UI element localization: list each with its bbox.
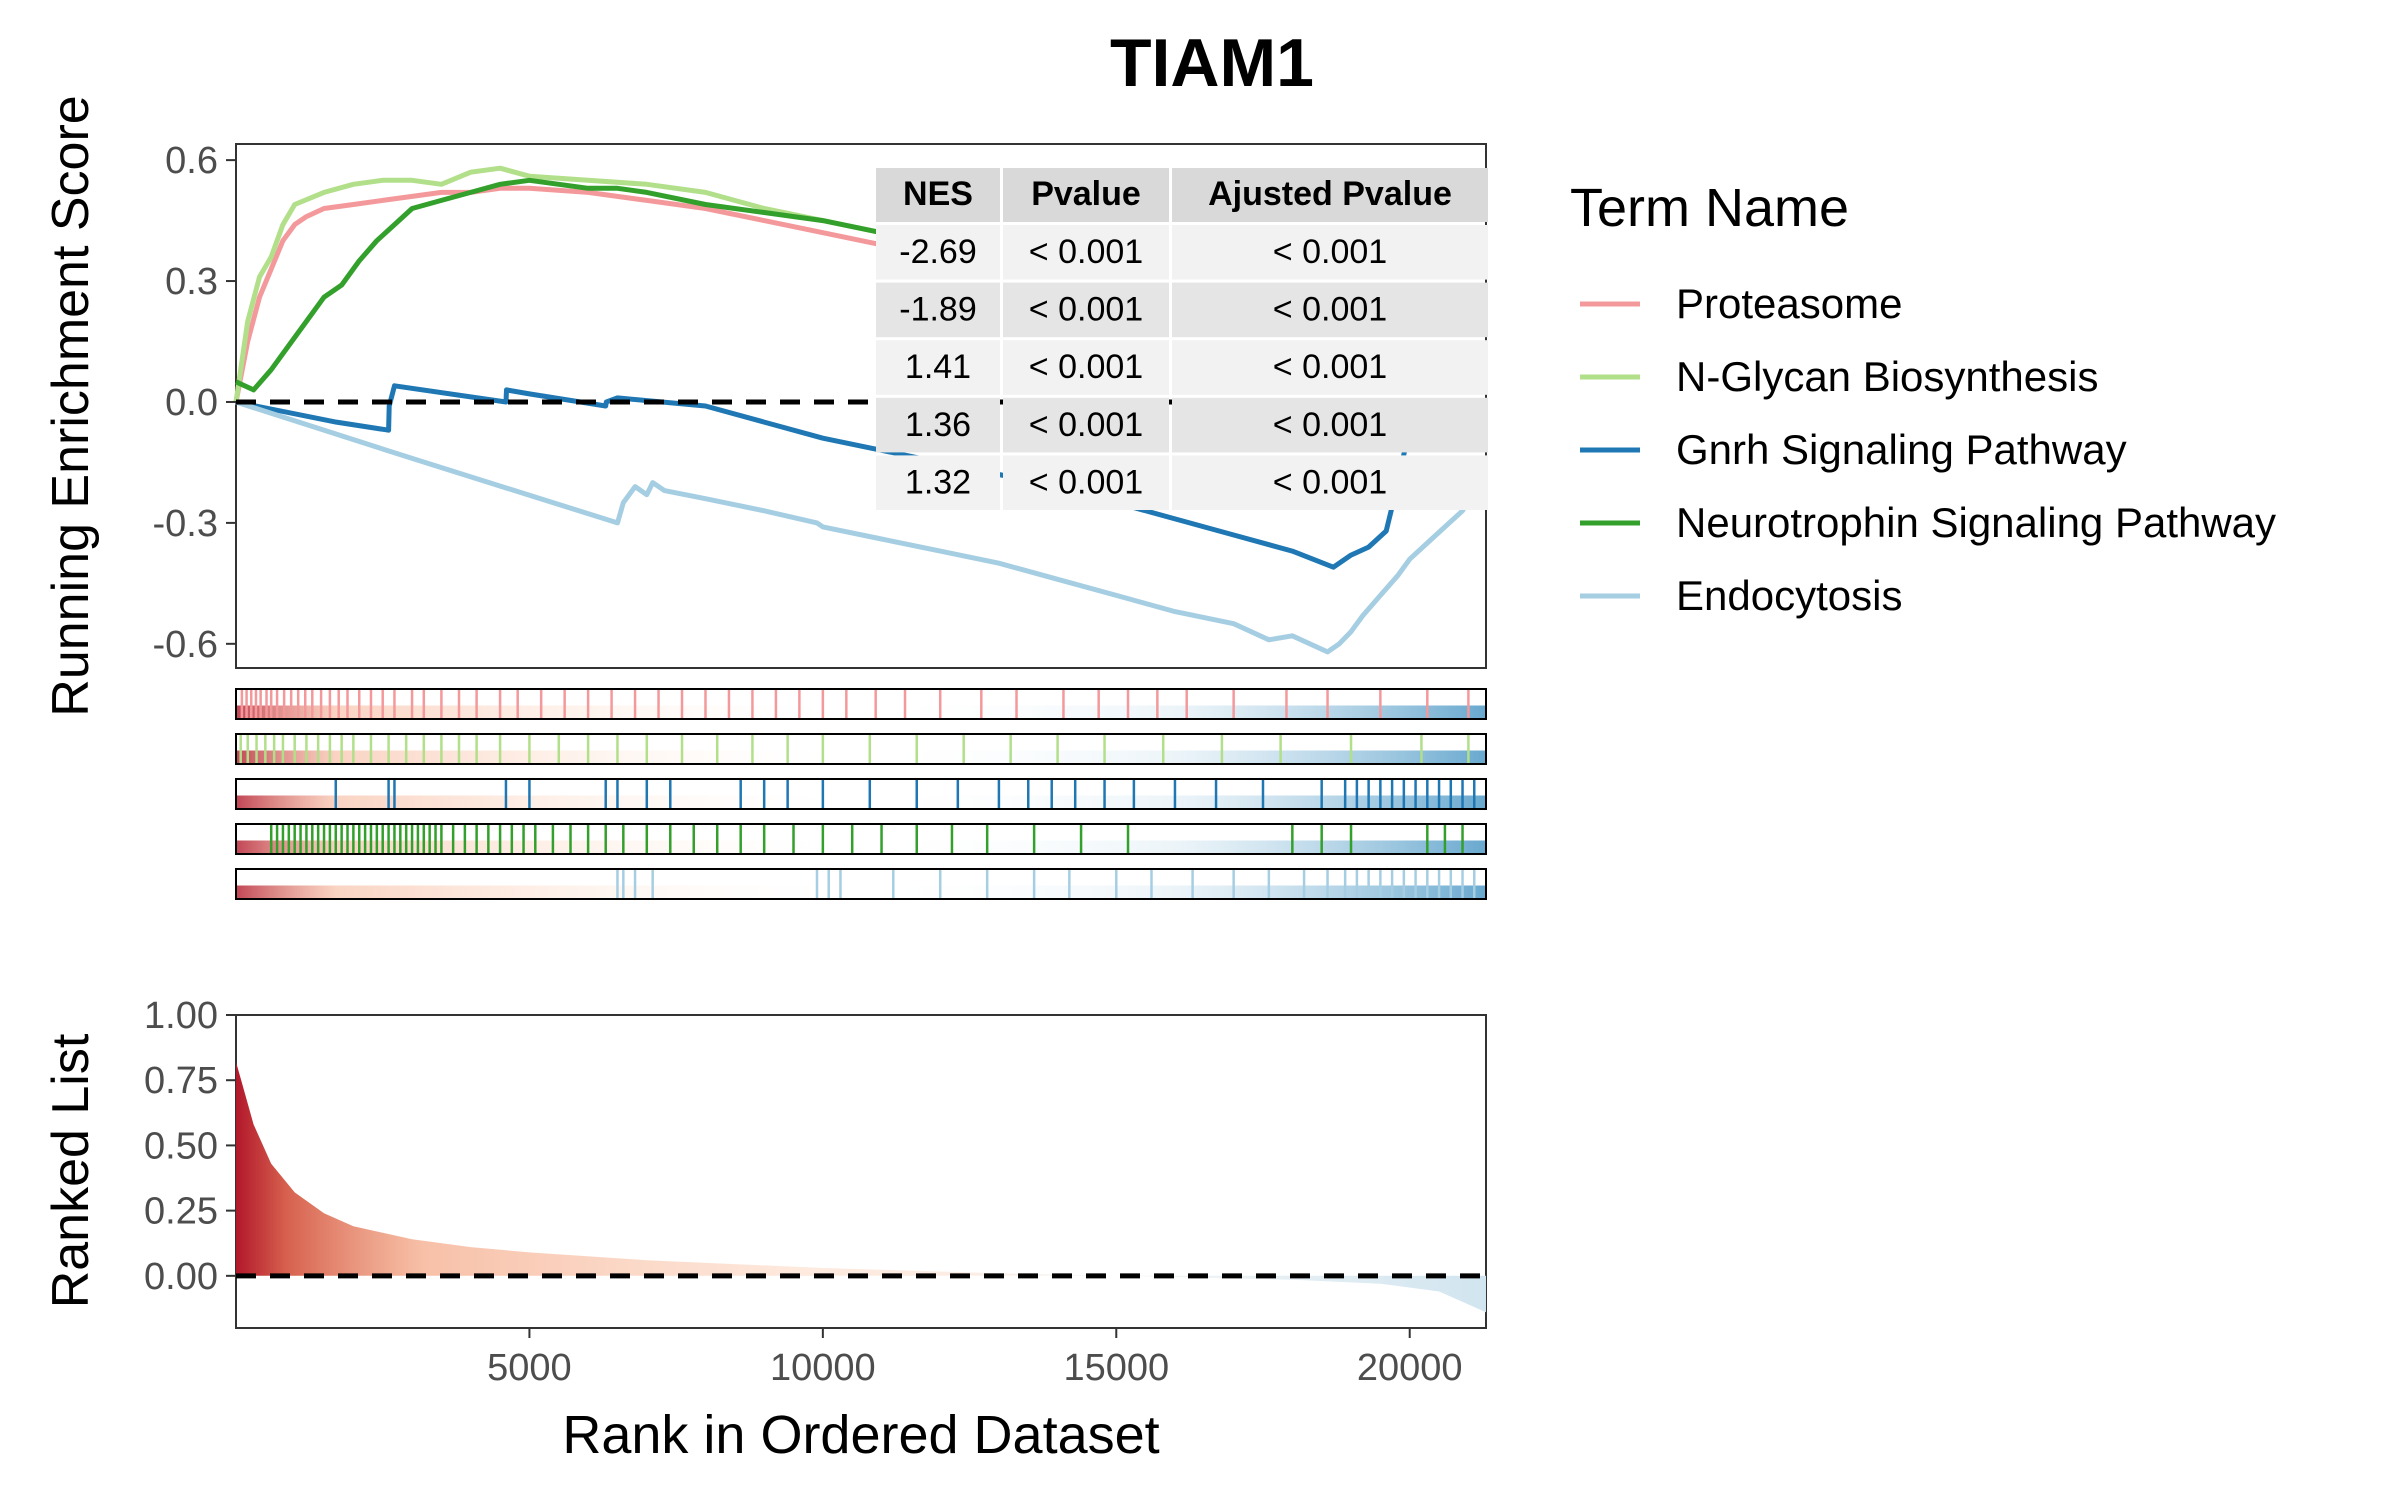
stats-table: NES Pvalue Ajusted Pvalue -2.69 < 0.001 < 0.0…	[876, 168, 1488, 510]
legend-label: Gnrh Signaling Pathway	[1676, 426, 2127, 473]
es-y-tick-label: 0.3	[165, 261, 218, 303]
table-cell-bg	[1172, 282, 1488, 338]
table-cell-bg	[876, 455, 1000, 510]
table-header-pvalue: Pvalue	[1031, 175, 1141, 213]
hit-strip-rank-bar	[236, 750, 1486, 764]
hit-strip-proteasome	[235, 688, 1487, 720]
hit-strip-gnrh-signaling-pathway	[235, 778, 1487, 810]
table-header-cell	[876, 168, 1000, 222]
es-y-tick-label: 0.0	[165, 382, 218, 424]
hit-strips	[235, 688, 1487, 900]
table-cell: < 0.001	[1273, 463, 1387, 501]
legend-title: Term Name	[1570, 178, 1849, 238]
hit-strip-rank-bar	[236, 885, 1486, 899]
table-cell: -1.89	[899, 291, 977, 329]
es-line-endocytosis	[235, 399, 1477, 655]
table-cell: < 0.001	[1029, 233, 1143, 271]
chart-title: TIAM1	[1110, 25, 1314, 101]
table-cell-bg	[1003, 282, 1169, 338]
table-header-cell	[1172, 168, 1488, 222]
table-cell-bg	[1003, 455, 1169, 510]
legend-item-endocytosis: Endocytosis	[1580, 572, 1902, 619]
legend-item-gnrh-signaling-pathway: Gnrh Signaling Pathway	[1580, 426, 2127, 473]
table-cell-bg	[1172, 455, 1488, 510]
ranked-y-tick-label: 0.25	[144, 1191, 218, 1233]
table-cell-bg	[1003, 340, 1169, 395]
x-tick-label: 20000	[1357, 1347, 1463, 1389]
legend-label: N-Glycan Biosynthesis	[1676, 353, 2098, 400]
legend-label: Endocytosis	[1676, 572, 1902, 619]
hit-strip-neurotrophin-signaling-pathway	[235, 823, 1487, 855]
legend-item-proteasome: Proteasome	[1580, 280, 1902, 327]
ranked-y-tick-label: 0.00	[144, 1256, 218, 1298]
table-cell-bg	[1003, 225, 1169, 280]
es-y-tick-label: 0.6	[165, 140, 218, 182]
table-cell-bg	[1003, 397, 1169, 453]
es-y-tick-label: -0.3	[153, 503, 218, 545]
hit-strip-frame	[235, 688, 1487, 720]
hit-strip-rank-bar	[236, 705, 1486, 719]
table-cell: -2.69	[899, 233, 977, 271]
table-header-nes: NES	[903, 175, 973, 213]
x-tick-label: 15000	[1063, 1347, 1169, 1389]
table-cell: < 0.001	[1029, 291, 1143, 329]
table-cell: < 0.001	[1273, 291, 1387, 329]
legend-label: Neurotrophin Signaling Pathway	[1676, 499, 2276, 546]
table-header-ajusted-pvalue: Ajusted Pvalue	[1208, 175, 1452, 213]
ranked-y-tick-label: 1.00	[144, 995, 218, 1037]
hit-strip-frame	[235, 733, 1487, 765]
ranked-list-y-axis-label: Ranked List	[42, 1033, 100, 1308]
table-cell: 1.36	[905, 406, 971, 444]
es-y-axis: -0.6 -0.3 0.0 0.3 0.6	[153, 140, 236, 666]
es-line-neurotrophin-signaling-pathway	[234, 177, 883, 393]
es-y-axis-label: Running Enrichment Score	[42, 95, 100, 716]
x-tick-label: 5000	[487, 1347, 572, 1389]
table-cell: 1.41	[905, 348, 971, 386]
table-cell: 1.32	[905, 463, 971, 501]
table-cell-bg	[1172, 225, 1488, 280]
x-tick-label: 10000	[770, 1347, 876, 1389]
table-cell-bg	[1172, 340, 1488, 395]
hit-strip-rank-bar	[236, 795, 1486, 809]
x-axis: 5000 10000 15000 20000	[487, 1328, 1463, 1389]
es-y-tick-label: -0.6	[153, 624, 218, 666]
es-line-n-glycan-biosynthesis	[233, 165, 883, 403]
es-line-proteasome	[233, 185, 941, 403]
table-cell: < 0.001	[1273, 348, 1387, 386]
hit-strip-frame	[235, 778, 1487, 810]
legend-item-neurotrophin-signaling-pathway: Neurotrophin Signaling Pathway	[1580, 499, 2276, 546]
table-cell: < 0.001	[1273, 233, 1387, 271]
hit-strip-endocytosis	[235, 868, 1487, 900]
x-axis-label: Rank in Ordered Dataset	[562, 1405, 1159, 1465]
es-series-lines	[233, 165, 1477, 655]
table-cell-bg	[876, 282, 1000, 338]
table-cell-bg	[876, 225, 1000, 280]
table-cell: < 0.001	[1029, 348, 1143, 386]
legend-item-n-glycan-biosynthesis: N-Glycan Biosynthesis	[1580, 353, 2098, 400]
table-cell: < 0.001	[1029, 463, 1143, 501]
ranked-y-tick-label: 0.75	[144, 1060, 218, 1102]
legend: Term Name Proteasome N-Glycan Biosynthesi…	[1570, 178, 2276, 619]
table-cell: < 0.001	[1273, 406, 1387, 444]
table-cell-bg	[876, 340, 1000, 395]
table-cell-bg	[1172, 397, 1488, 453]
table-header-cell	[1003, 168, 1169, 222]
es-line-gnrh-signaling-pathway	[235, 383, 1413, 570]
hit-strip-frame	[235, 868, 1487, 900]
hit-strip-rank-bar	[236, 840, 1486, 854]
hit-strip-frame	[235, 823, 1487, 855]
ranked-list-panel: 0.00 0.25 0.50 0.75 1.00 5000 10000 15000 20000	[144, 995, 1487, 1389]
ranked-list-frame	[235, 1014, 1487, 1329]
ranked-list-y-axis: 0.00 0.25 0.50 0.75 1.00	[144, 995, 236, 1298]
legend-label: Proteasome	[1676, 280, 1902, 327]
hit-strip-n-glycan-biosynthesis	[235, 733, 1487, 765]
ranked-y-tick-label: 0.50	[144, 1125, 218, 1167]
legend-items: Proteasome N-Glycan Biosynthesis Gnrh Sign…	[1580, 280, 2276, 619]
table-cell: < 0.001	[1029, 406, 1143, 444]
table-cell-bg	[876, 397, 1000, 453]
